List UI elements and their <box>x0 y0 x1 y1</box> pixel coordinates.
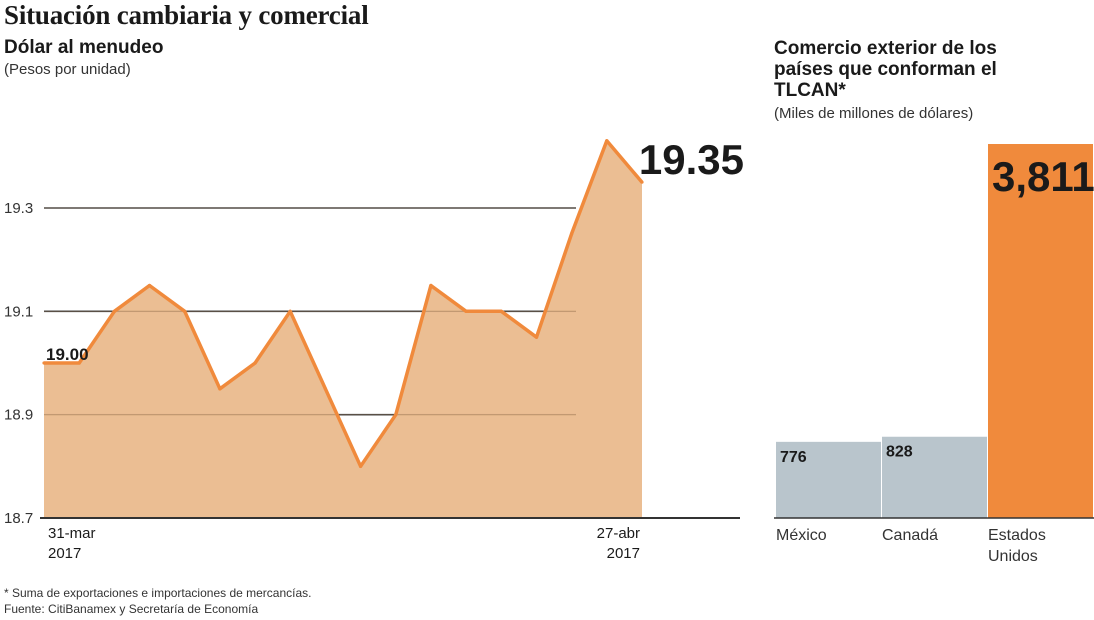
line-chart-unit: (Pesos por unidad) <box>4 61 131 78</box>
page-title: Situación cambiaria y comercial <box>4 0 369 30</box>
data-point <box>640 180 644 184</box>
data-point <box>218 387 222 391</box>
bar <box>776 441 881 518</box>
data-point <box>288 309 292 313</box>
category-label: Estados <box>988 527 1046 544</box>
bar <box>882 436 987 518</box>
bar-value-label: 828 <box>886 444 913 461</box>
category-label-line2: Unidos <box>988 548 1038 565</box>
data-point <box>464 309 468 313</box>
series-line <box>44 139 644 469</box>
bar <box>988 144 1093 518</box>
x-tick-label-end: 27-abr <box>597 525 640 542</box>
data-point <box>183 309 187 313</box>
bar-chart-unit: (Miles de millones de dólares) <box>774 105 974 122</box>
footnote: * Suma de exportaciones e importaciones … <box>4 586 312 600</box>
bar-value-label: 3,811 <box>992 153 1094 200</box>
start-value-label: 19.00 <box>46 345 89 364</box>
data-point <box>253 361 257 365</box>
data-point <box>534 335 539 339</box>
category-label: México <box>776 527 827 544</box>
category-label: Canadá <box>882 527 938 544</box>
area-fill <box>44 140 642 519</box>
data-point <box>323 387 328 391</box>
data-point <box>77 361 81 365</box>
source: Fuente: CitiBanamex y Secretaría de Econ… <box>4 602 259 616</box>
data-point <box>394 413 398 417</box>
data-point <box>42 361 46 365</box>
x-tick-label-start: 31-mar <box>48 525 96 542</box>
bar-chart-title: Comercio exterior de los países que conf… <box>774 38 997 101</box>
data-point <box>499 309 503 313</box>
line-chart-title: Dólar al menudeo <box>4 37 164 58</box>
x-tick-label-start-year: 2017 <box>48 545 81 562</box>
data-point <box>112 309 116 313</box>
data-point <box>570 232 574 236</box>
data-point <box>358 464 363 468</box>
x-tick-label-end-year: 2017 <box>607 545 640 562</box>
data-point <box>147 283 152 288</box>
footnote-block: * Suma de exportaciones e importaciones … <box>4 585 312 617</box>
data-point <box>605 139 609 143</box>
end-value-label: 19.35 <box>639 136 744 183</box>
y-tick-label: 19.3 <box>4 200 33 217</box>
y-tick-label: 18.7 <box>4 510 33 527</box>
y-tick-label: 19.1 <box>4 303 33 320</box>
bar-value-label: 776 <box>780 449 807 466</box>
data-point <box>429 283 433 288</box>
y-tick-label: 18.9 <box>4 407 33 424</box>
